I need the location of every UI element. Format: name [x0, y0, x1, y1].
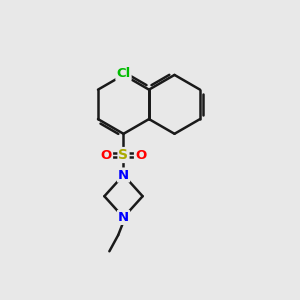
Text: S: S [118, 148, 128, 162]
Text: O: O [135, 148, 146, 161]
Text: Cl: Cl [116, 67, 130, 80]
Text: N: N [118, 211, 129, 224]
Text: N: N [118, 169, 129, 182]
Text: O: O [101, 148, 112, 161]
